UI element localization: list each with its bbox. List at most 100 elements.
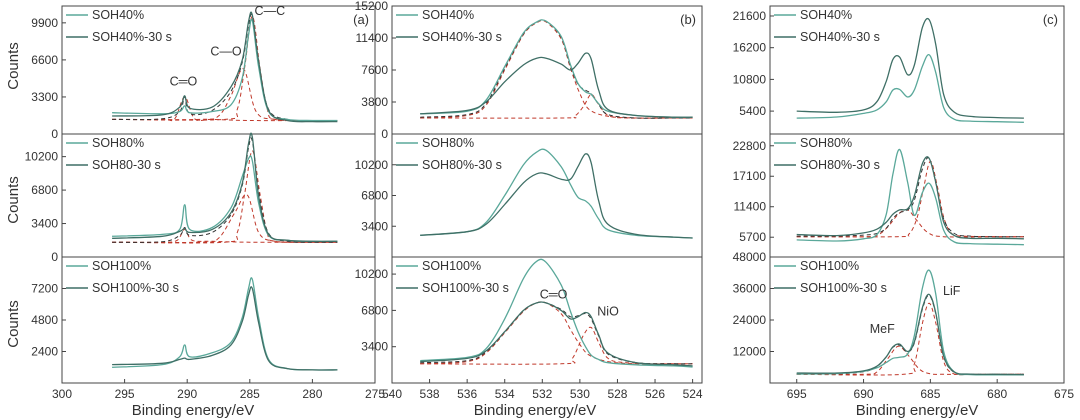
legend-entry: SOH80% [422, 136, 474, 150]
legend-entry: SOH40% [800, 8, 852, 22]
x-tick-label: 528 [607, 387, 627, 401]
panel-a2: 0 3400 6800 10200 SOH80% SOH80-30 s [25, 132, 376, 264]
y-tick-label: 2400 [31, 345, 58, 359]
series-line [420, 153, 693, 239]
plot-frame [391, 5, 703, 135]
legend-entry: SOH40%-30 s [92, 30, 172, 44]
series-line [420, 52, 693, 118]
y-tick-label: 10200 [355, 267, 389, 281]
legend-entry: SOH80%-30 s [422, 158, 502, 172]
x-tick-label: 275 [365, 387, 385, 401]
panel-b2: 3400 6800 10200 SOH80% SOH80%-30 s [355, 133, 703, 258]
series-line [112, 11, 338, 123]
y-tick-label: 3400 [31, 217, 58, 231]
series-line [796, 54, 1024, 123]
series-line [796, 293, 1024, 376]
y-axis-label-bottom: Counts [5, 300, 22, 348]
x-tick-label: 540 [382, 387, 402, 401]
x-tick-label: 536 [457, 387, 477, 401]
y-tick-label: 7600 [361, 63, 388, 77]
fit-curve [796, 294, 1024, 375]
y-tick-label: 12000 [733, 345, 767, 359]
x-tick-label: 680 [987, 387, 1007, 401]
peak-annotation: C═O [540, 288, 568, 302]
y-tick-label: 16200 [733, 41, 767, 55]
panel-label: (a) [353, 12, 369, 27]
legend-entry: SOH80%-30 s [800, 158, 880, 172]
x-tick-label: 290 [177, 387, 197, 401]
fit-curve [796, 160, 1024, 238]
y-tick-label: 0 [51, 250, 58, 264]
y-tick-label: 6800 [361, 303, 388, 317]
series-line [420, 301, 693, 367]
y-tick-label: 9900 [31, 16, 58, 30]
fit-curve [420, 301, 693, 365]
y-tick-label: 3800 [361, 95, 388, 109]
y-tick-label: 17100 [733, 169, 767, 183]
y-tick-label: 11400 [356, 31, 389, 45]
panel-a3: 2400 4800 7200 300 295 290 285 280 275 SOH100% SOH… [31, 256, 385, 401]
peak-annotation: LiF [943, 284, 961, 298]
legend-entry: SOH40% [92, 8, 144, 22]
x-axis-label-b: Binding energy/eV [474, 402, 597, 419]
y-tick-label: 3400 [361, 340, 388, 354]
fit-curve [796, 302, 1024, 376]
series-line [112, 286, 338, 371]
fit-curve [796, 209, 1024, 238]
peak-annotation: C—O [210, 44, 242, 58]
fit-curve [420, 93, 693, 119]
panel-b1: 0 3800 7600 11400 15200 SOH40% SOH40%-30 s (b) [355, 0, 703, 141]
legend-entry: SOH40%-30 s [422, 30, 502, 44]
y-tick-label: 7200 [31, 282, 58, 296]
panel-b3: 3400 6800 10200 540 538 536 534 532 530 528 526 524… [355, 256, 703, 401]
y-tick-label: 6800 [361, 189, 388, 203]
panel-c1: 5400 10800 16200 21600 SOH40% SOH40%-30 s (c) [733, 5, 1065, 135]
x-tick-label: 280 [302, 387, 322, 401]
plot-frame [61, 256, 376, 384]
legend-entry: SOH40% [422, 8, 474, 22]
y-tick-label: 10800 [733, 72, 767, 86]
peak-annotation: NiO [597, 305, 619, 319]
plot-frame [61, 5, 376, 135]
y-tick-label: 48000 [733, 250, 767, 264]
y-tick-label: 36000 [733, 282, 767, 296]
x-axis-label-a: Binding energy/eV [132, 402, 255, 419]
peak-annotation: MeF [870, 322, 895, 336]
fit-curve [796, 157, 1024, 238]
y-tick-label: 3300 [31, 90, 58, 104]
y-tick-label: 10200 [25, 150, 59, 164]
plot-frame [769, 5, 1065, 135]
y-tick-label: 22800 [733, 139, 767, 153]
series-line [112, 18, 338, 122]
x-tick-label: 532 [532, 387, 552, 401]
y-tick-label: 15200 [355, 0, 389, 13]
legend-entry: SOH80% [92, 136, 144, 150]
legend-entry: SOH40%-30 s [800, 30, 880, 44]
y-tick-label: 21600 [733, 9, 767, 23]
legend-entry: SOH100%-30 s [422, 281, 509, 295]
x-tick-label: 285 [240, 387, 260, 401]
series-line [112, 132, 338, 242]
fit-curve [420, 301, 693, 365]
panel-label: (b) [680, 12, 696, 27]
legend-entry: SOH100% [92, 259, 151, 273]
y-tick-label: 5700 [739, 230, 766, 244]
fit-curve [112, 137, 338, 243]
x-tick-label: 690 [854, 387, 874, 401]
plot-frame [391, 256, 703, 384]
x-tick-label: 300 [52, 387, 72, 401]
y-tick-label: 0 [51, 127, 58, 141]
y-axis-label-middle: Counts [5, 176, 22, 224]
fit-curve [112, 68, 338, 122]
x-tick-label: 695 [787, 387, 807, 401]
legend-entry: SOH100% [800, 259, 859, 273]
legend-entry: SOH100% [422, 259, 481, 273]
series-line [796, 17, 1024, 119]
series-line [420, 148, 693, 239]
series-line [796, 148, 1024, 246]
panel-label: (c) [1043, 12, 1058, 27]
y-tick-label: 24000 [733, 313, 767, 327]
panel-c2: 5700 11400 17100 22800 SOH80% SOH80%-30 s [733, 133, 1065, 258]
x-tick-label: 295 [115, 387, 135, 401]
